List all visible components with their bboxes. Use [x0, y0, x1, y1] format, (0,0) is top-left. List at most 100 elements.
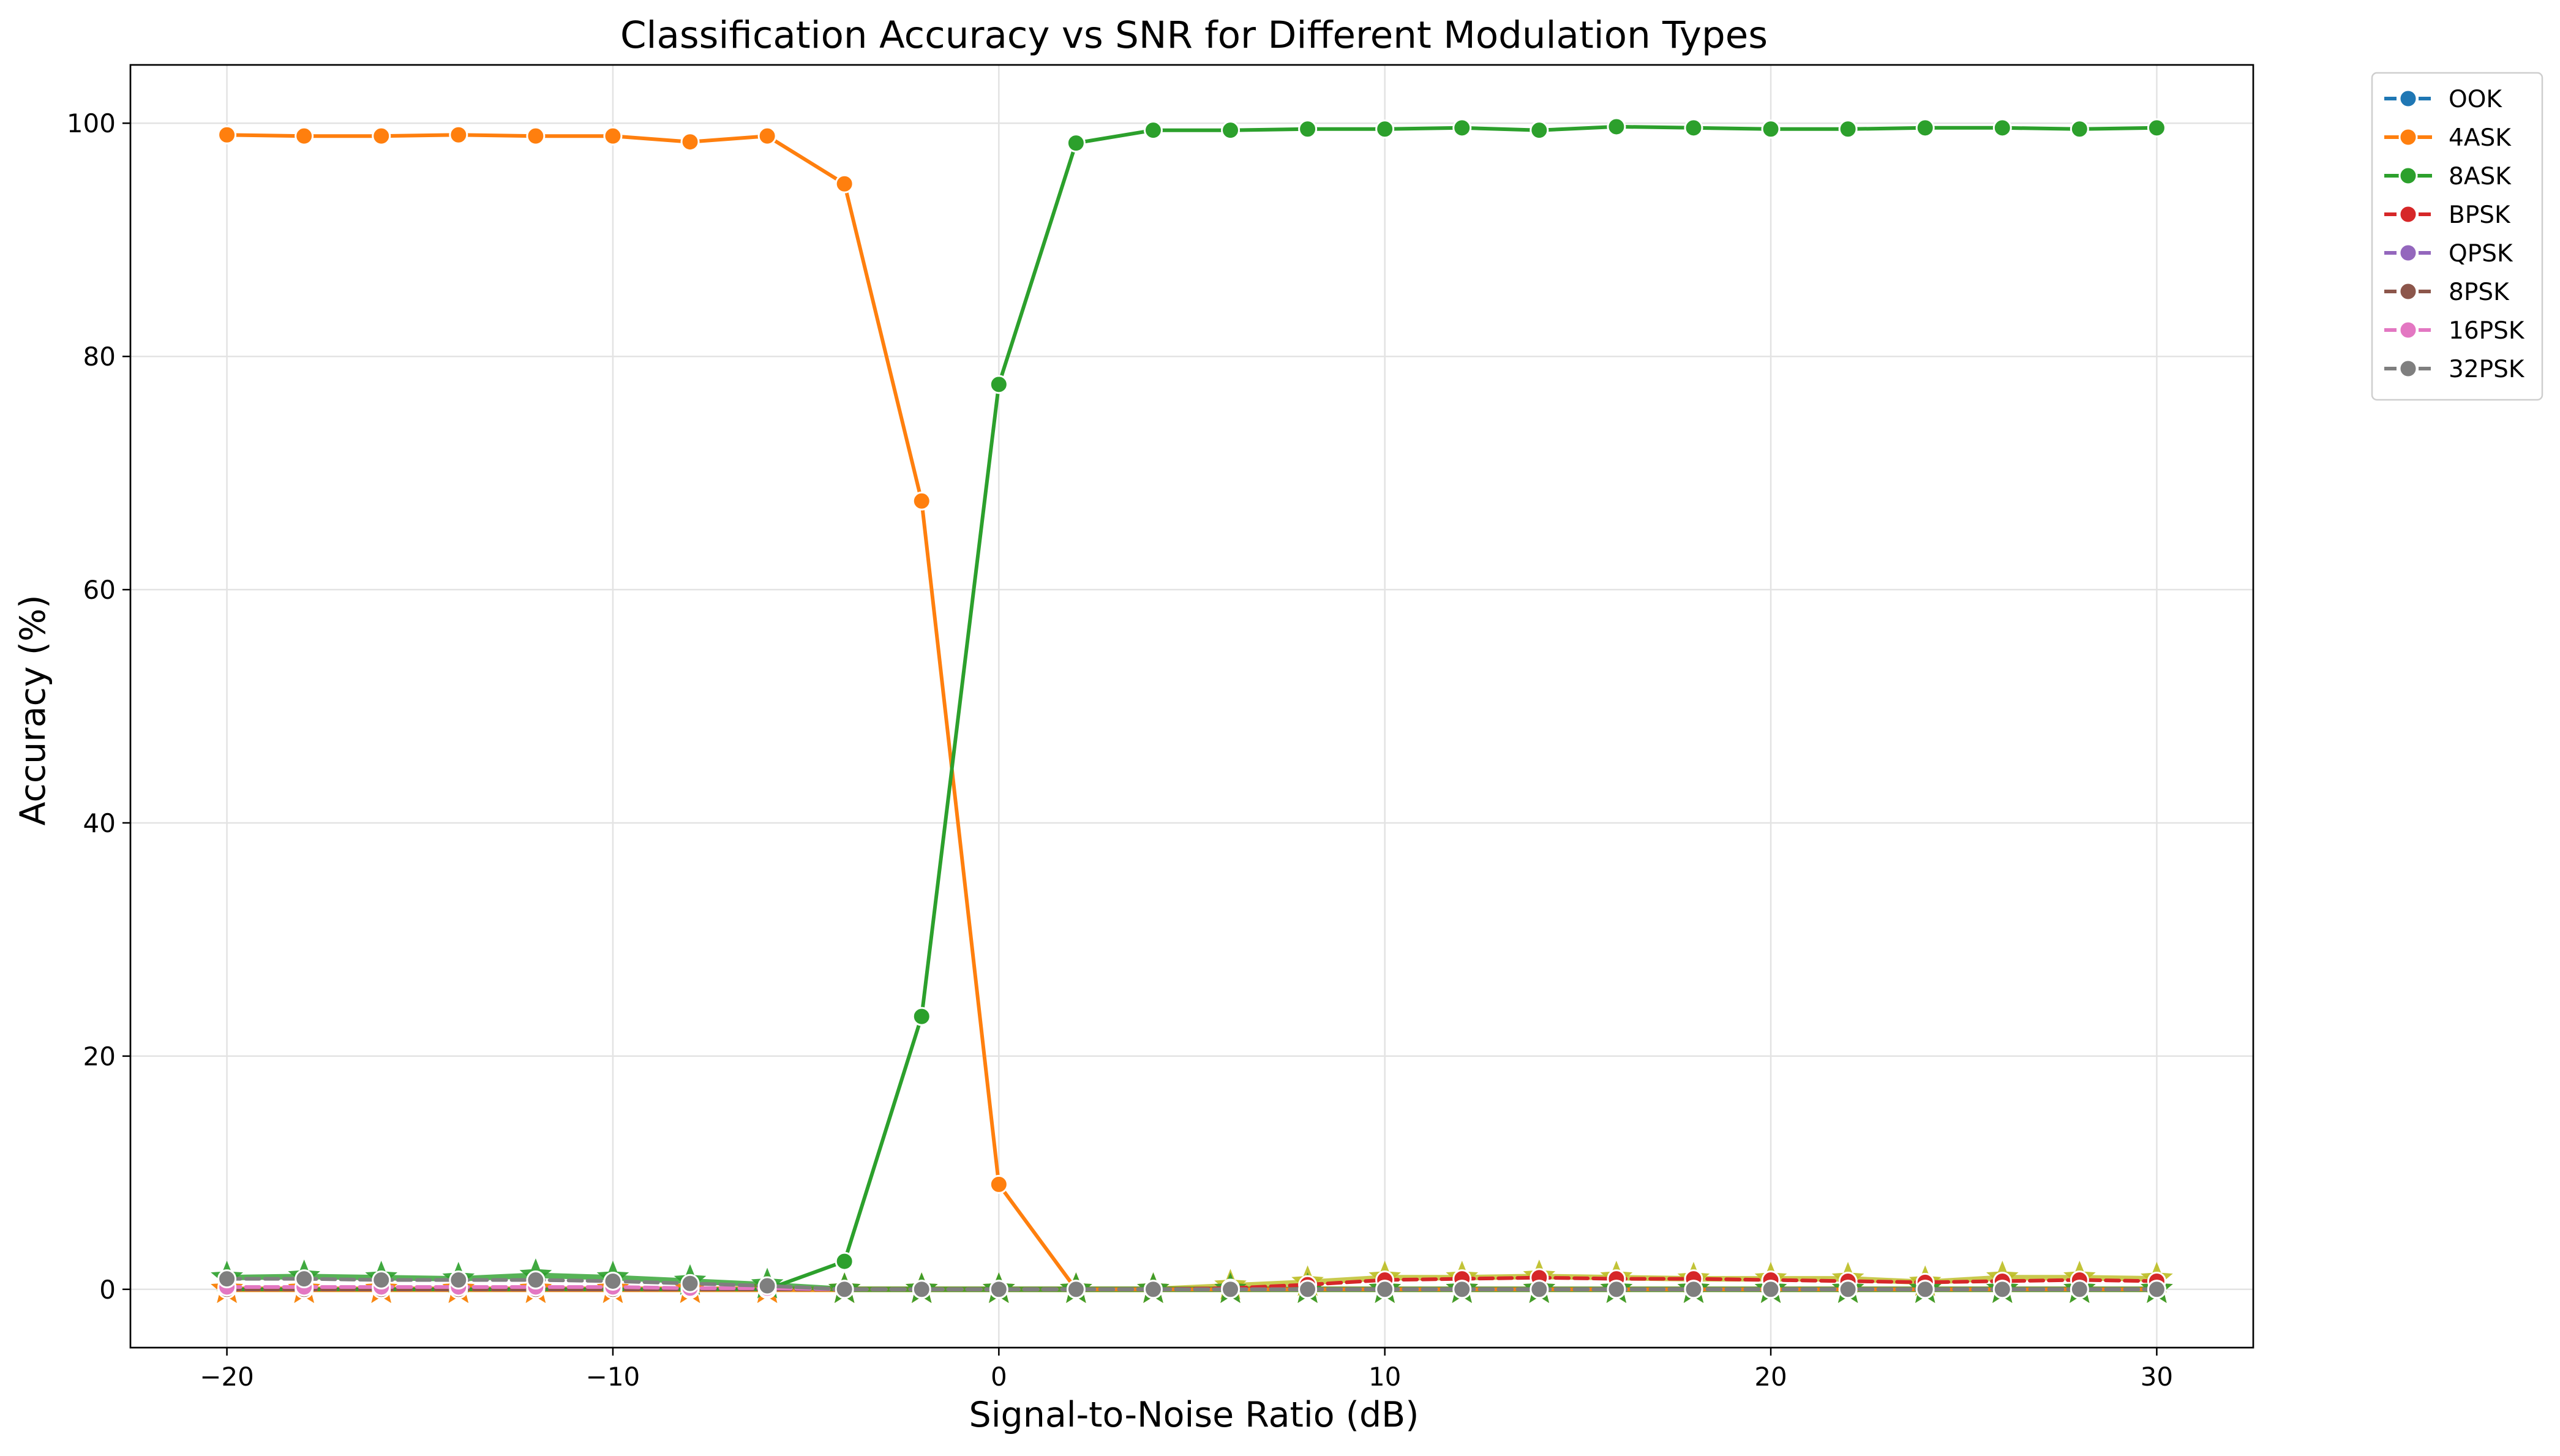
data-point: [2070, 1280, 2089, 1299]
legend-label: 16PSK: [2449, 317, 2525, 345]
data-point: [680, 1274, 700, 1293]
legend-item: 8ASK: [2384, 163, 2512, 190]
legend-label: 32PSK: [2449, 356, 2525, 383]
legend-label: OOK: [2449, 86, 2502, 113]
data-point: [526, 1270, 546, 1290]
legend-marker: [2398, 320, 2418, 340]
data-point: [1375, 119, 1395, 139]
data-point: [1530, 1280, 1549, 1299]
series-line: [225, 1277, 2159, 1291]
data-point: [1607, 117, 1626, 137]
y-axis-ticks: 0 20 40 60 80 100: [67, 108, 130, 1305]
legend-label: 8PSK: [2449, 279, 2510, 306]
legend-label: BPSK: [2449, 201, 2511, 229]
data-point: [2147, 118, 2166, 138]
data-point: [1838, 1280, 1858, 1299]
legend-marker: [2398, 205, 2418, 224]
x-tick-label: 10: [1368, 1362, 1401, 1392]
x-tick-label: 20: [1754, 1362, 1787, 1392]
x-tick-label: −20: [200, 1362, 254, 1392]
data-point: [1221, 121, 1241, 140]
legend-box: [2371, 72, 2543, 401]
data-point: [1761, 1280, 1781, 1299]
data-point: [603, 126, 623, 146]
legend-marker: [2398, 127, 2418, 147]
data-point: [835, 174, 854, 193]
data-point: [912, 491, 931, 511]
legend-item: 8PSK: [2384, 279, 2510, 306]
data-point: [1992, 1280, 2012, 1299]
legend-item: BPSK: [2384, 201, 2511, 229]
data-point: [1684, 118, 1703, 138]
data-point: [526, 126, 546, 146]
data-point: [1298, 1280, 1318, 1299]
y-tick-label: 60: [83, 575, 116, 605]
legend-item: OOK: [2384, 86, 2502, 113]
data-point: [680, 132, 700, 152]
legend-marker: [2398, 166, 2418, 186]
data-point: [372, 1270, 391, 1290]
data-point: [912, 1007, 931, 1026]
data-point: [1375, 1280, 1395, 1299]
data-point: [1143, 121, 1163, 140]
legend-label: QPSK: [2449, 240, 2513, 268]
data-point: [1143, 1280, 1163, 1299]
x-tick-label: 0: [991, 1362, 1007, 1392]
y-tick-label: 0: [99, 1275, 116, 1305]
data-point: [217, 1269, 237, 1289]
data-point: [989, 375, 1008, 394]
legend-marker: [2398, 89, 2418, 108]
data-point: [295, 126, 314, 146]
x-tick-label: 30: [2141, 1362, 2173, 1392]
y-tick-label: 100: [67, 108, 116, 138]
data-point: [989, 1280, 1008, 1299]
y-tick-label: 40: [83, 808, 116, 838]
data-point: [603, 1271, 623, 1291]
data-point: [2147, 1280, 2166, 1299]
plot-area-frame: [129, 64, 2254, 1349]
legend-marker: [2398, 359, 2418, 378]
data-point: [989, 1174, 1008, 1194]
legend-item: 16PSK: [2384, 317, 2525, 345]
data-point: [1838, 119, 1858, 139]
data-point: [449, 125, 468, 144]
legend-item: QPSK: [2384, 240, 2513, 268]
data-point: [1452, 118, 1472, 138]
data-point: [1607, 1280, 1626, 1299]
data-point: [217, 125, 237, 144]
legend-item: 32PSK: [2384, 356, 2525, 383]
data-point: [1915, 1280, 1935, 1299]
data-point: [1221, 1280, 1241, 1299]
data-point: [1452, 1280, 1472, 1299]
data-point: [2070, 119, 2089, 139]
plot-series: [211, 117, 2173, 1304]
legend-marker: [2398, 243, 2418, 263]
data-point: [1992, 118, 2012, 138]
data-point: [1761, 119, 1781, 139]
chart-title: Classification Accuracy vs SNR for Diffe…: [620, 13, 1768, 57]
x-axis-ticks: −20 −10 0 10 20 30: [200, 1348, 2173, 1392]
data-point: [835, 1251, 854, 1271]
y-tick-label: 80: [83, 342, 116, 372]
data-point: [835, 1280, 854, 1299]
legend: OOK 4ASK 8ASK BPSK QPSK 8PSK 16PSK 32PSK: [2371, 72, 2543, 401]
data-point: [295, 1269, 314, 1289]
data-point: [1066, 133, 1086, 153]
data-point: [1915, 118, 1935, 138]
legend-label: 8ASK: [2449, 163, 2512, 190]
y-tick-label: 20: [83, 1041, 116, 1071]
series-group: [217, 1269, 2166, 1299]
data-point: [1298, 119, 1318, 139]
legend-label: 4ASK: [2449, 124, 2512, 152]
data-point: [912, 1280, 931, 1299]
data-point: [1530, 121, 1549, 140]
legend-item: 4ASK: [2384, 124, 2512, 152]
legend-marker: [2398, 282, 2418, 301]
y-axis-label: Accuracy (%): [13, 595, 53, 826]
data-point: [449, 1270, 468, 1290]
data-point: [1684, 1280, 1703, 1299]
data-point: [757, 1276, 777, 1296]
